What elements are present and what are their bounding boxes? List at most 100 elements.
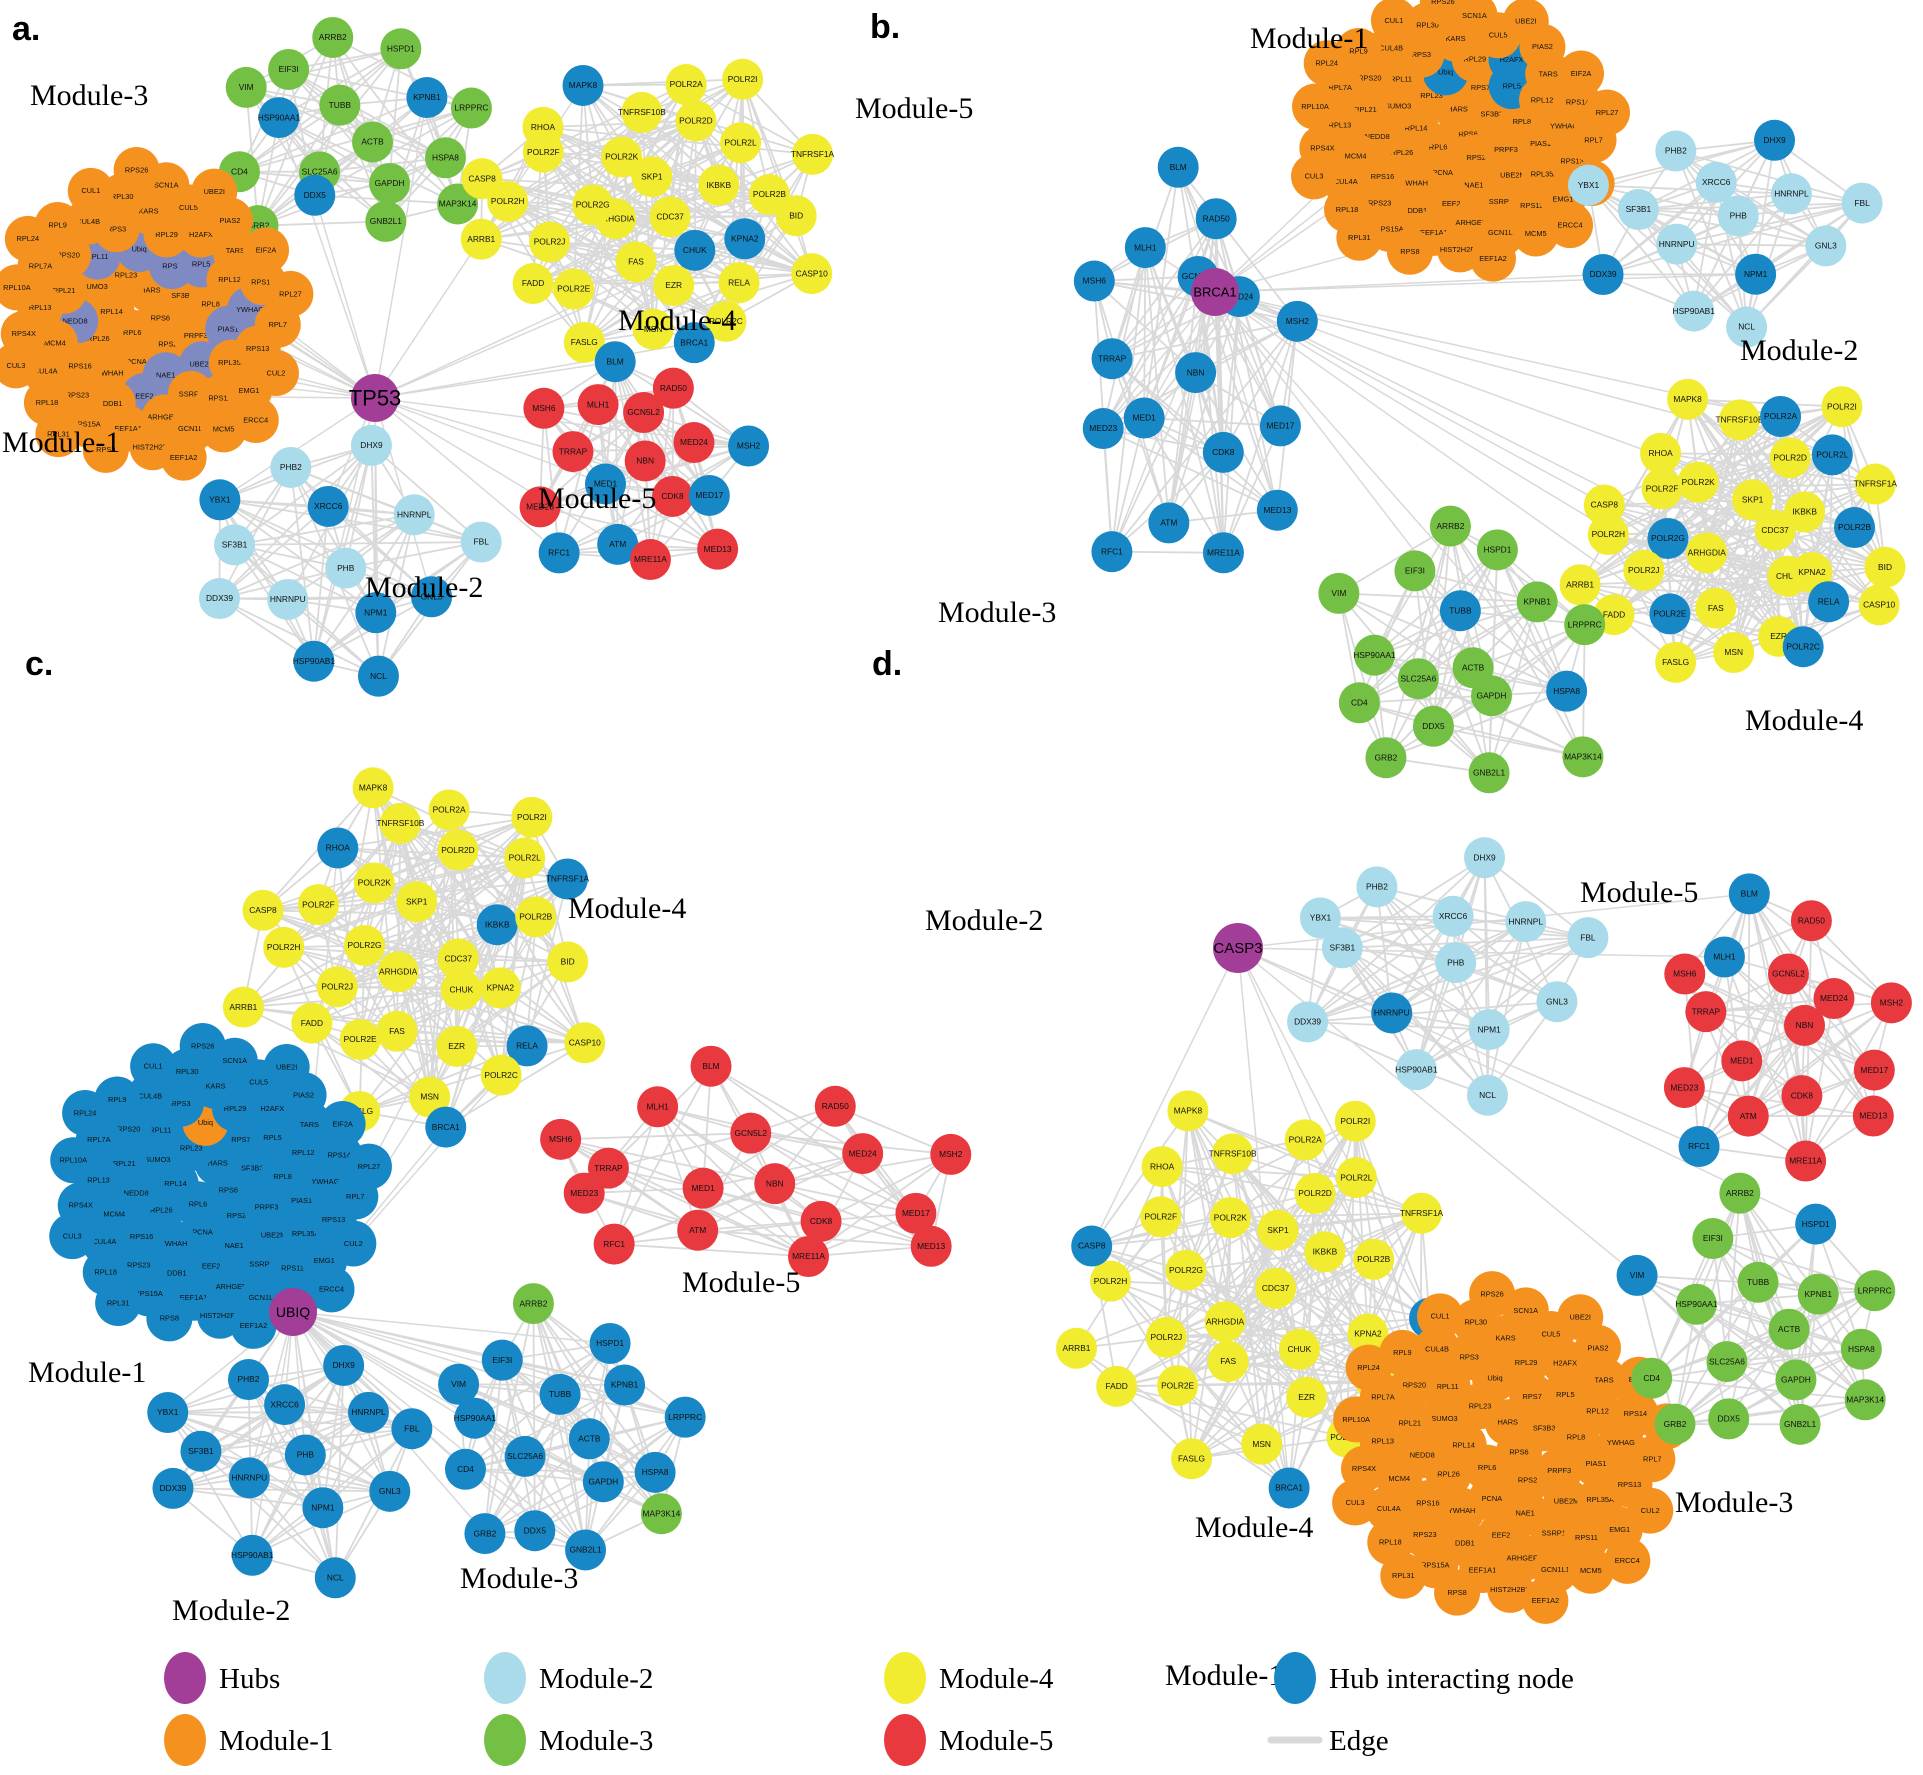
node-DDX5[interactable]: DDX5 [1708,1398,1750,1440]
node-MLH1[interactable]: MLH1 [577,384,619,426]
node-SLC25A6[interactable]: SLC25A6 [1397,658,1439,700]
node-RPL24[interactable]: RPL24 [62,1089,109,1136]
hub-CASP3[interactable]: CASP3 [1213,923,1263,973]
node-MAPK8[interactable]: MAPK8 [352,767,394,809]
node-HNRNPU[interactable]: HNRNPU [1656,223,1698,265]
node-RPL31[interactable]: RPL31 [95,1279,142,1326]
node-YBX1[interactable]: YBX1 [1567,164,1609,206]
node-HNRNPU[interactable]: HNRNPU [267,578,309,620]
node-XRCC6[interactable]: XRCC6 [1432,895,1474,937]
node-MSH6[interactable]: MSH6 [1073,260,1115,302]
node-MED1[interactable]: MED1 [682,1167,724,1209]
node-GAPDH[interactable]: GAPDH [369,162,411,204]
node-TNFRSF1A[interactable]: TNFRSF1A [1400,1192,1444,1234]
node-POLR2D[interactable]: POLR2D [1769,437,1811,479]
node-XRCC6[interactable]: XRCC6 [264,1384,306,1426]
node-POLR2G[interactable]: POLR2G [344,924,386,966]
node-MED1[interactable]: MED1 [1721,1040,1763,1082]
node-LRPPRC[interactable]: LRPPRC [450,87,492,129]
node-GCN5L2[interactable]: GCN5L2 [730,1112,772,1154]
node-EIF3I[interactable]: EIF3I [481,1339,523,1381]
node-UBE2I[interactable]: UBE2I [191,168,238,215]
node-GRB2[interactable]: GRB2 [1365,737,1407,779]
node-EIF2A[interactable]: EIF2A [319,1101,366,1148]
node-ARRB2[interactable]: ARRB2 [312,16,354,58]
node-BLM[interactable]: BLM [594,341,636,383]
node-MAP3K14[interactable]: MAP3K14 [640,1493,682,1535]
node-MED13[interactable]: MED13 [697,528,739,570]
node-FBL[interactable]: FBL [460,521,502,563]
node-MRE11A[interactable]: MRE11A [1785,1140,1827,1182]
node-ERCC4[interactable]: ERCC4 [232,397,279,444]
node-POLR2A[interactable]: POLR2A [1284,1119,1326,1161]
node-POLR2J[interactable]: POLR2J [529,221,571,263]
node-CASP10[interactable]: CASP10 [791,253,833,295]
node-EZR[interactable]: EZR [653,264,695,306]
node-POLR2L[interactable]: POLR2L [1811,434,1853,476]
node-POLR2H[interactable]: POLR2H [263,926,305,968]
node-CDK8[interactable]: CDK8 [800,1200,842,1242]
node-FBL[interactable]: FBL [1567,917,1609,959]
node-HNRNPL[interactable]: HNRNPL [1505,901,1547,943]
node-POLR2H[interactable]: POLR2H [1089,1260,1131,1302]
node-ARRB1[interactable]: ARRB1 [1055,1327,1097,1369]
node-NCL[interactable]: NCL [357,655,399,697]
node-FASLG[interactable]: FASLG [1655,641,1697,683]
node-ERCC4[interactable]: ERCC4 [1604,1537,1651,1584]
node-POLR2A[interactable]: POLR2A [428,789,470,831]
node-MED23[interactable]: MED23 [1663,1067,1705,1109]
node-BRCA1[interactable]: BRCA1 [1268,1467,1310,1509]
node-BLM[interactable]: BLM [1157,146,1199,188]
node-ARRB2[interactable]: ARRB2 [1429,505,1471,547]
node-NCL[interactable]: NCL [314,1557,356,1599]
node-POLR2L[interactable]: POLR2L [1335,1157,1377,1199]
hub-BRCA1[interactable]: BRCA1 [1191,268,1239,316]
node-SF3B1[interactable]: SF3B1 [1617,189,1659,231]
node-GNL3[interactable]: GNL3 [1805,225,1847,267]
node-MSN[interactable]: MSN [1713,632,1755,674]
node-YBX1[interactable]: YBX1 [199,479,241,521]
node-RFC1[interactable]: RFC1 [538,532,580,574]
node-POLR2I[interactable]: POLR2I [1334,1100,1376,1142]
node-KPNA2[interactable]: KPNA2 [724,218,766,260]
node-ACTB[interactable]: ACTB [1768,1308,1810,1350]
node-POLR2D[interactable]: POLR2D [675,100,717,142]
node-RPL27[interactable]: RPL27 [345,1143,392,1190]
node-EIF2A[interactable]: EIF2A [243,227,290,274]
node-TUBB[interactable]: TUBB [539,1373,581,1415]
node-RPL10A[interactable]: RPL10A [1333,1396,1380,1443]
node-PHB2[interactable]: PHB2 [1356,866,1398,908]
node-TRRAP[interactable]: TRRAP [552,431,594,473]
node-POLR2J[interactable]: POLR2J [1145,1316,1187,1358]
node-TRRAP[interactable]: TRRAP [1685,991,1727,1033]
node-FAS[interactable]: FAS [1207,1340,1249,1382]
node-GAPDH[interactable]: GAPDH [1775,1359,1817,1401]
node-MSH6[interactable]: MSH6 [540,1118,582,1160]
node-GNL3[interactable]: GNL3 [1536,981,1578,1023]
node-FASLG[interactable]: FASLG [1171,1438,1213,1480]
node-EEF1A2[interactable]: EEF1A2 [160,434,207,481]
node-XRCC6[interactable]: XRCC6 [1695,161,1737,203]
node-FAS[interactable]: FAS [1695,587,1737,629]
node-ARHGDIA[interactable]: ARHGDIA [377,951,419,993]
node-RPL31[interactable]: RPL31 [1380,1552,1427,1599]
node-MLH1[interactable]: MLH1 [1124,227,1166,269]
node-EIF3I[interactable]: EIF3I [1692,1218,1734,1260]
node-MSH2[interactable]: MSH2 [1276,300,1318,342]
node-MRE11A[interactable]: MRE11A [629,539,671,581]
node-RPS26[interactable]: RPS26 [1469,1271,1516,1318]
node-EZR[interactable]: EZR [1286,1376,1328,1418]
node-POLR2D[interactable]: POLR2D [1294,1172,1336,1214]
node-GNL3[interactable]: GNL3 [369,1470,411,1512]
node-MED1[interactable]: MED1 [1123,397,1165,439]
node-POLR2L[interactable]: POLR2L [504,837,546,879]
node-FAS[interactable]: FAS [615,241,657,283]
node-SLC25A6[interactable]: SLC25A6 [1706,1341,1748,1383]
node-CDC37[interactable]: CDC37 [1255,1267,1297,1309]
node-CUL3[interactable]: CUL3 [49,1213,96,1260]
node-CDK8[interactable]: CDK8 [652,475,694,517]
node-NBN[interactable]: NBN [1175,352,1217,394]
node-CASP8[interactable]: CASP8 [1583,484,1625,526]
node-ARRB2[interactable]: ARRB2 [1719,1172,1761,1214]
node-CHUK[interactable]: CHUK [1278,1328,1320,1370]
